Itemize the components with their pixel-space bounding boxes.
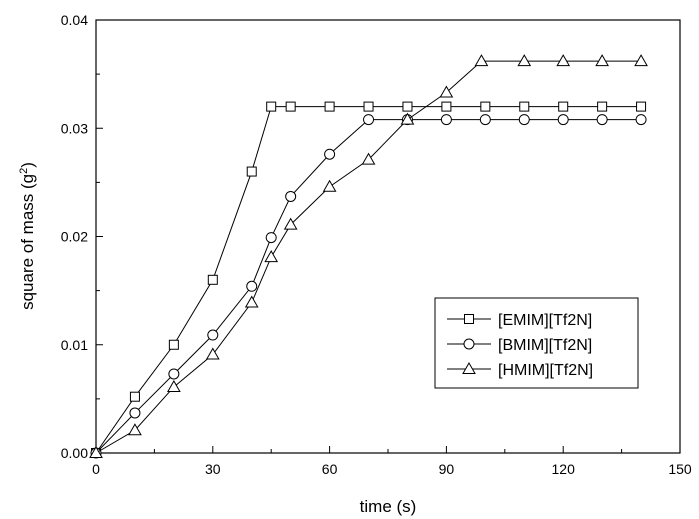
data-point-triangle-7 — [322, 179, 337, 192]
data-point-triangle-11 — [474, 54, 489, 67]
series-circle — [90, 114, 647, 459]
x-tick-label-1: 30 — [205, 461, 221, 477]
y-tick-label-3: 0.03 — [61, 120, 88, 136]
data-point-circle-2 — [168, 368, 180, 380]
series-line-circle — [95, 119, 642, 454]
data-point-square-9 — [402, 101, 413, 112]
data-point-square-4 — [246, 166, 257, 177]
x-tick-label-3: 90 — [439, 461, 455, 477]
x-tick-label-4: 120 — [552, 461, 576, 477]
data-point-circle-13 — [557, 114, 569, 126]
data-point-square-5 — [266, 101, 277, 112]
data-point-circle-5 — [265, 232, 277, 244]
series-triangle — [89, 54, 648, 458]
legend-entry-2: [HMIM][Tf2N] — [447, 361, 593, 379]
data-point-triangle-6 — [283, 217, 298, 230]
data-point-square-1 — [129, 391, 140, 402]
series-square — [91, 101, 647, 458]
data-point-circle-7 — [324, 148, 336, 160]
x-tick-label-2: 60 — [322, 461, 338, 477]
data-point-square-13 — [558, 101, 569, 112]
legend-marker-1 — [463, 338, 475, 350]
data-point-circle-4 — [246, 280, 258, 292]
legend: [EMIM][Tf2N] [BMIM][Tf2N] [HMIM][Tf2N] — [434, 297, 639, 389]
data-point-circle-10 — [440, 114, 452, 126]
data-point-triangle-3 — [205, 347, 220, 360]
data-point-circle-1 — [129, 407, 141, 419]
data-point-circle-11 — [479, 114, 491, 126]
data-point-circle-12 — [518, 114, 530, 126]
data-point-triangle-10 — [439, 85, 454, 98]
data-point-triangle-15 — [634, 54, 648, 67]
data-point-triangle-12 — [517, 54, 532, 67]
data-point-square-10 — [441, 101, 452, 112]
y-axis-title: square of mass (g2) — [18, 162, 37, 310]
y-tick-label-2: 0.02 — [61, 229, 88, 245]
series-layer — [89, 54, 648, 459]
legend-label-1: [BMIM][Tf2N] — [498, 337, 592, 354]
legend-label-0: [EMIM][Tf2N] — [498, 312, 592, 329]
data-point-triangle-2 — [167, 379, 181, 392]
data-point-circle-3 — [207, 329, 219, 341]
x-tick-label-5: 150 — [668, 461, 692, 477]
y-tick-label-0: 0.00 — [61, 445, 88, 461]
data-point-square-12 — [519, 101, 530, 112]
x-axis-title: time (s) — [360, 497, 417, 516]
data-point-triangle-1 — [128, 423, 142, 436]
series-line-triangle — [95, 60, 642, 454]
data-point-circle-15 — [635, 114, 647, 126]
data-point-triangle-0 — [89, 445, 103, 458]
data-point-triangle-5 — [264, 250, 279, 263]
data-point-triangle-9 — [400, 112, 415, 125]
data-point-triangle-4 — [244, 295, 259, 308]
data-point-square-14 — [597, 101, 608, 112]
legend-marker-2 — [462, 361, 476, 374]
data-point-circle-8 — [363, 114, 375, 126]
data-point-square-3 — [207, 274, 218, 285]
data-point-square-6 — [285, 101, 296, 112]
data-point-triangle-14 — [595, 54, 609, 67]
y-tick-label-4: 0.04 — [61, 12, 88, 28]
data-point-square-11 — [480, 101, 491, 112]
data-point-triangle-8 — [361, 152, 376, 165]
legend-marker-0 — [464, 314, 474, 324]
data-point-square-7 — [324, 101, 335, 112]
legend-label-2: [HMIM][Tf2N] — [498, 362, 593, 379]
data-point-circle-6 — [285, 190, 297, 202]
legend-entry-0: [EMIM][Tf2N] — [447, 312, 592, 329]
axis-ticks: 0 30 60 90 120 150 0.00 0.01 0.02 0.03 0.04 — [61, 12, 692, 477]
series-line-square — [95, 106, 642, 454]
y-tick-label-1: 0.01 — [61, 337, 88, 353]
x-tick-label-0: 0 — [92, 461, 100, 477]
data-point-triangle-13 — [556, 54, 571, 67]
data-point-square-2 — [168, 339, 179, 350]
data-point-square-15 — [636, 101, 647, 112]
legend-entry-1: [BMIM][Tf2N] — [447, 337, 592, 354]
data-point-circle-14 — [596, 114, 608, 126]
data-point-square-8 — [363, 101, 374, 112]
